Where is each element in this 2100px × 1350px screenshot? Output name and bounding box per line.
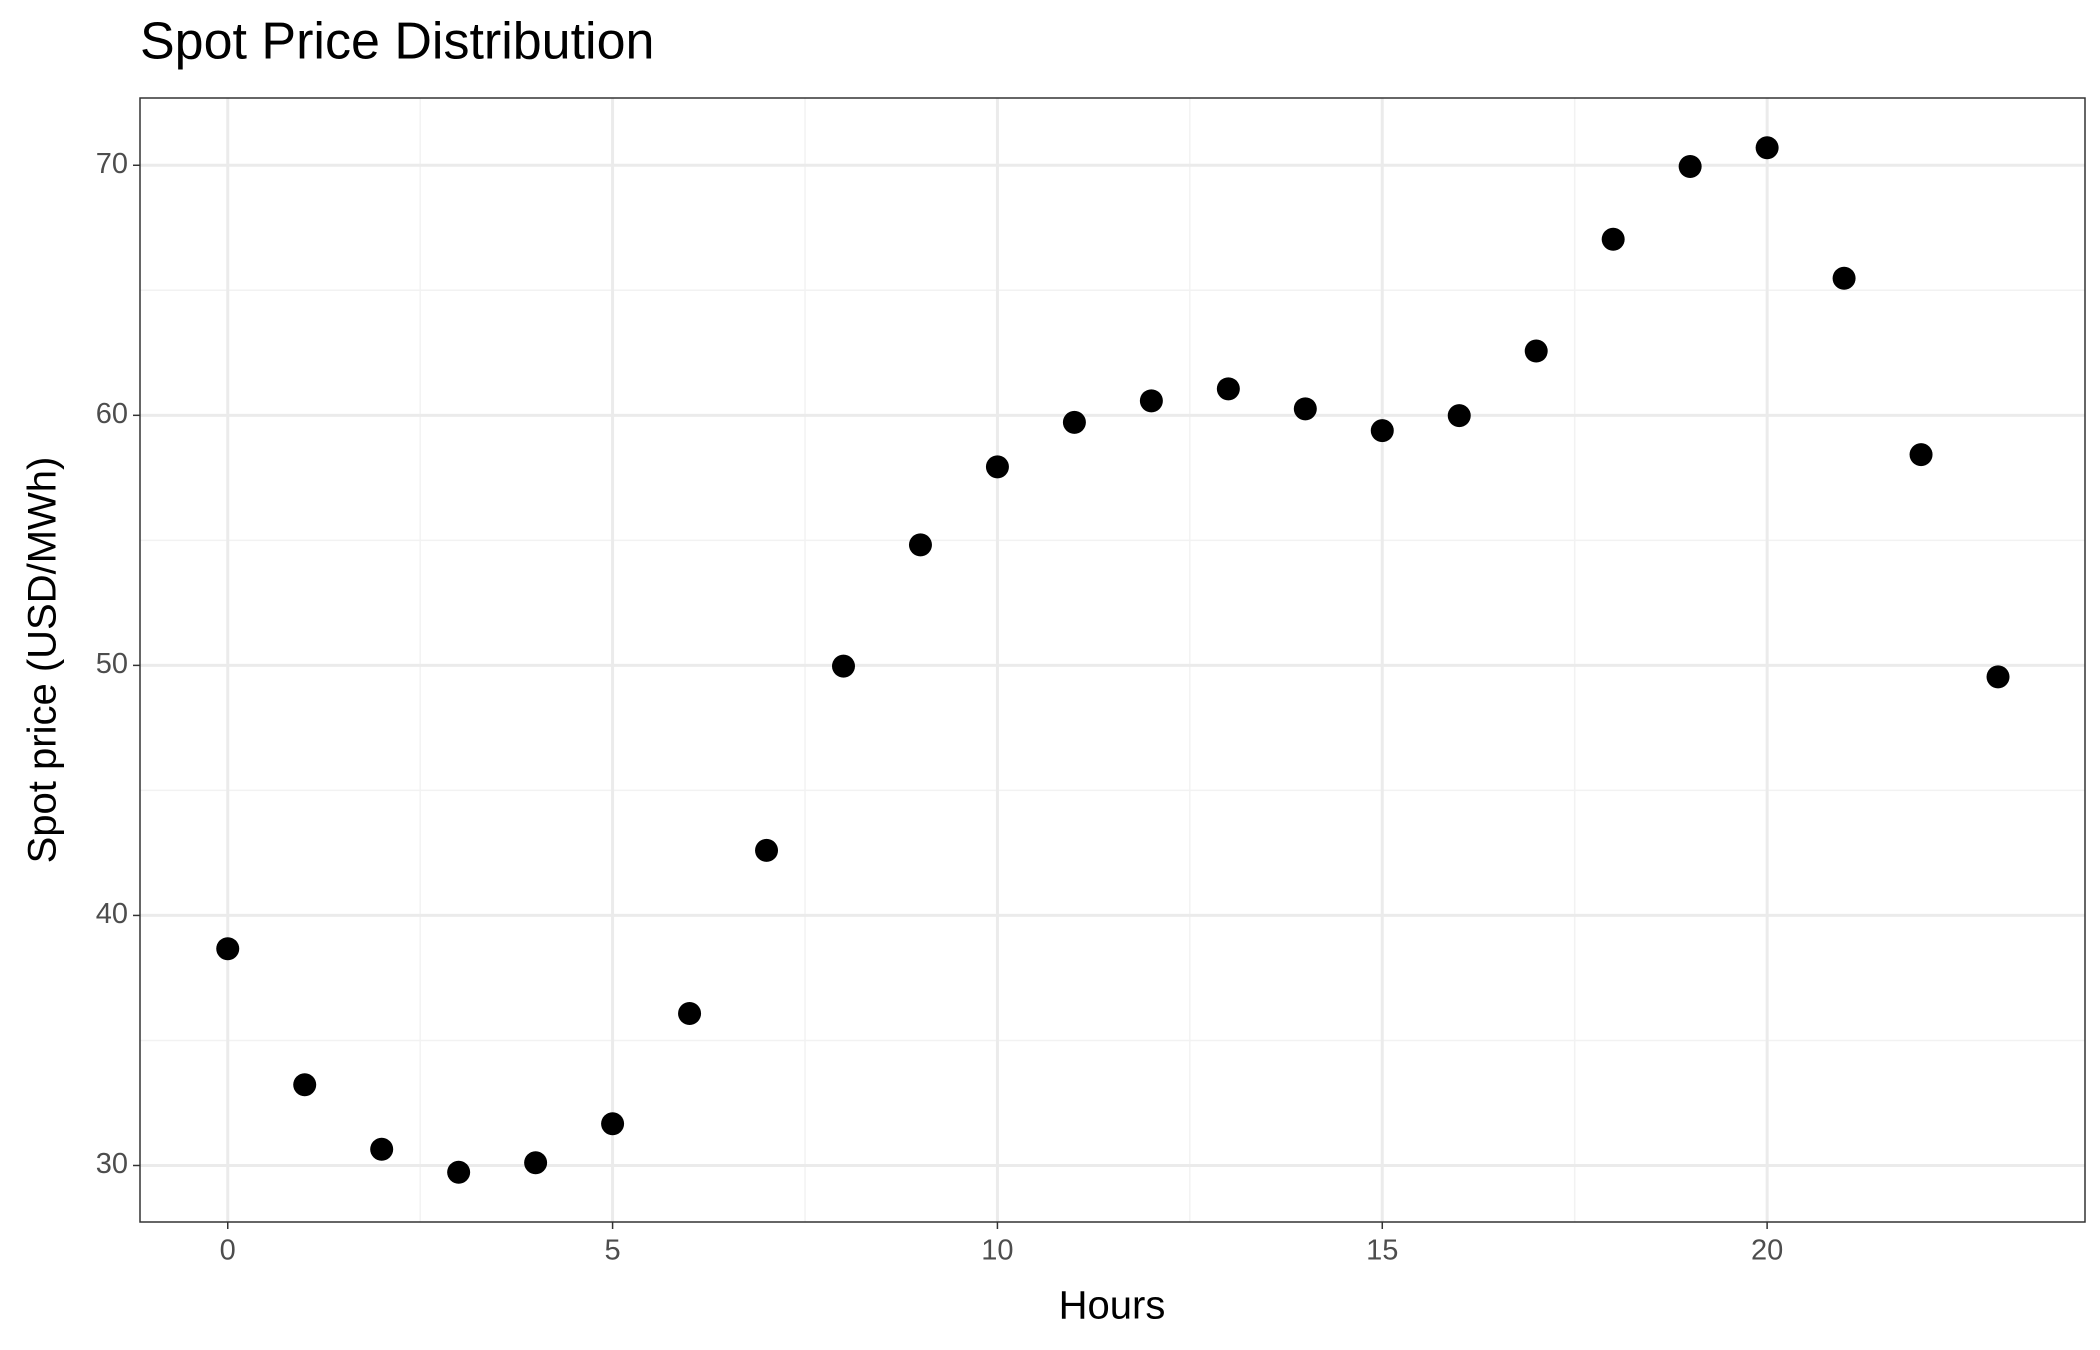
y-tick-label: 50 — [96, 648, 128, 680]
point — [908, 533, 932, 557]
point — [1139, 389, 1163, 413]
x-tick-label: 15 — [1366, 1235, 1398, 1267]
x-tick-label: 10 — [981, 1235, 1013, 1267]
point — [1601, 227, 1625, 251]
y-axis-title: Spot price (USD/MWh) — [21, 457, 65, 864]
x-tick-label: 5 — [605, 1235, 621, 1267]
point — [755, 838, 779, 862]
x-axis-title: Hours — [1059, 1284, 1166, 1328]
point — [216, 937, 240, 961]
point — [293, 1073, 317, 1097]
point — [1447, 404, 1471, 428]
x-tick-label: 20 — [1751, 1235, 1783, 1267]
plot-background — [140, 98, 2085, 1222]
point — [370, 1137, 394, 1161]
point — [1524, 339, 1548, 363]
point — [1216, 377, 1240, 401]
y-tick-label: 40 — [96, 898, 128, 930]
plot-border — [139, 97, 2086, 1223]
point — [601, 1112, 625, 1136]
point — [1832, 266, 1856, 290]
y-tick-label: 70 — [96, 148, 128, 180]
point — [1755, 136, 1779, 160]
chart-title: Spot Price Distribution — [140, 13, 654, 71]
point — [1678, 155, 1702, 179]
y-tick-label: 30 — [96, 1148, 128, 1180]
point — [1986, 665, 2010, 689]
point — [985, 455, 1009, 479]
point — [1370, 419, 1394, 443]
point — [447, 1160, 471, 1184]
point — [1062, 410, 1086, 434]
point — [678, 1001, 702, 1025]
point — [1909, 443, 1933, 467]
point — [831, 654, 855, 678]
x-tick-label: 0 — [220, 1235, 236, 1267]
y-tick-label: 60 — [96, 398, 128, 430]
point — [1293, 397, 1317, 421]
point — [524, 1151, 548, 1175]
